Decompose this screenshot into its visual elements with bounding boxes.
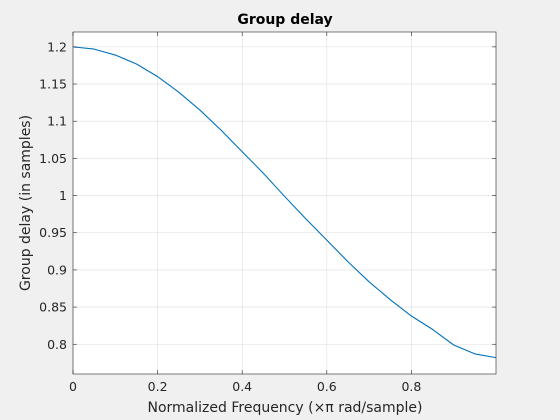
y-tick-label: 0.8 <box>47 337 67 352</box>
ticks: 0 0.2 0.4 0.6 0.8 0.8 0.85 0.9 0.95 1 1.05 1.1 1.15 1… <box>39 32 496 394</box>
x-tick-label: 0.8 <box>401 379 421 394</box>
y-tick-label: 1.05 <box>39 151 67 166</box>
plot-area <box>73 32 496 374</box>
y-tick-label: 1.15 <box>39 77 67 92</box>
y-tick-label: 0.9 <box>47 262 67 277</box>
y-tick-label: 1 <box>59 188 67 203</box>
x-tick-label: 0.2 <box>148 379 168 394</box>
y-tick-label: 0.85 <box>39 300 67 315</box>
x-tick-label: 0.4 <box>232 379 252 394</box>
series-line-0 <box>72 46 497 359</box>
grid-lines <box>72 32 496 374</box>
y-tick-label: 1.1 <box>47 114 67 129</box>
y-tick-label: 0.95 <box>39 225 67 240</box>
x-tick-label: 0.6 <box>317 379 337 394</box>
x-tick-label: 0 <box>69 379 77 394</box>
x-axis-label: Normalized Frequency (×π rad/sample) <box>148 400 423 416</box>
axes-box <box>72 31 497 375</box>
series-layer <box>72 46 497 359</box>
chart-title: Group delay <box>237 12 332 28</box>
y-axis-label: Group delay (in samples) <box>18 115 34 291</box>
y-tick-label: 1.2 <box>47 39 67 54</box>
